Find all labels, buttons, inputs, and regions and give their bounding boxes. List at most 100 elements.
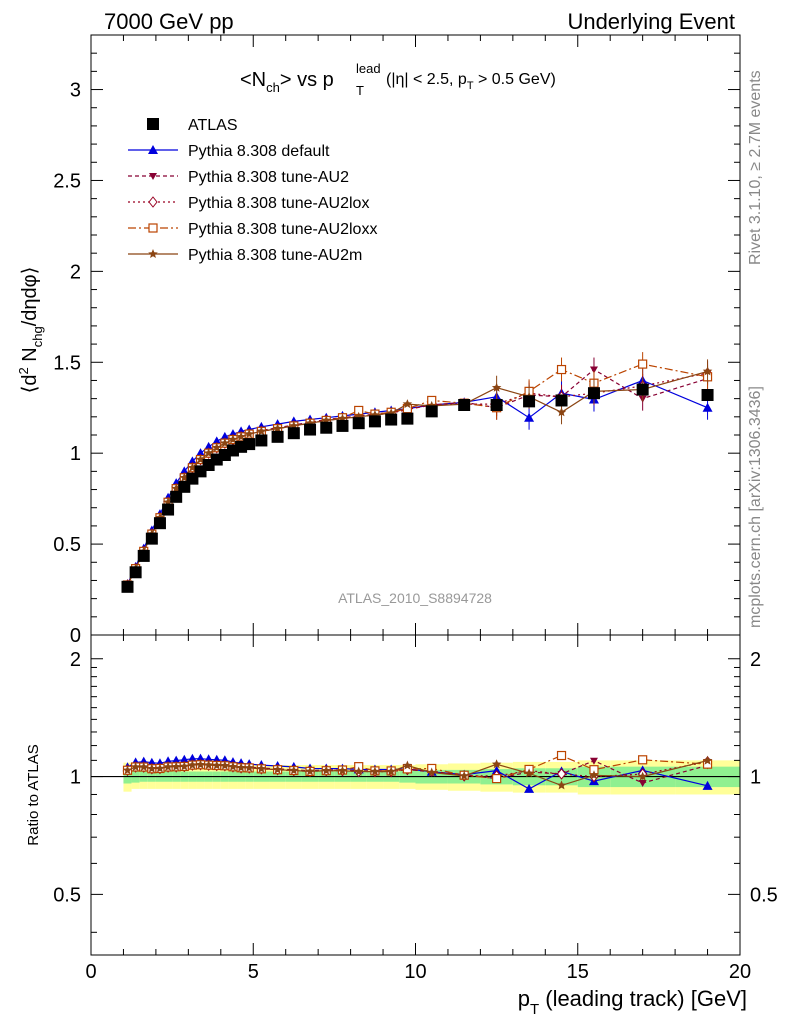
data-point [244,429,254,439]
ratio-y-axis-label: Ratio to ATLAS [25,744,42,845]
data-point [701,389,714,401]
ylabel-pre: ⟨d [19,374,41,393]
ratio-point [272,764,283,774]
legend-item-4: Pythia 8.308 tune-AU2loxx [128,221,377,238]
ratio-point [155,763,165,773]
plot-title: <Nch> vs p lead T (|η| < 2.5, pT > 0.5 G… [240,61,556,98]
ratio-point [305,766,315,776]
xlabel-post: (leading track) [GeV] [539,986,747,1011]
x-tick-label: 0 [85,961,96,983]
ratio-point [589,757,598,765]
data-point [336,419,349,432]
main-y-ticks: 0 0.5 1 1.5 2 2.5 3 [53,52,740,647]
data-point [195,448,206,458]
data-point [385,413,398,426]
ratio-point [370,766,380,776]
ratio-point [147,763,157,773]
ratio-point [179,754,190,764]
main-plot-panel: 0 0.5 1 1.5 2 2.5 3 ATLAS_2010_S8894728 [53,34,741,647]
ratio-point [244,762,254,772]
legend-marker [148,196,158,208]
ratio-point [195,759,206,769]
data-point [129,566,142,579]
plot-title-text: <Nch> vs p [240,69,334,95]
ylabel-mid: N [19,347,41,367]
ratio-y-ticks: 0.5 0.5 1 1 2 2 [53,649,778,933]
ratio-point [203,760,214,770]
series-2 [123,357,712,589]
legend-marker [147,118,159,130]
ratio-y-tick-label-right: 2 [750,649,761,671]
title-sub-t: T [356,83,364,98]
legend-label: ATLAS [188,117,238,134]
data-point [636,383,649,396]
ratio-point [228,761,238,771]
data-point [702,402,713,412]
data-point [402,399,413,409]
data-point [523,395,536,408]
ratio-point [459,770,469,780]
main-y-tick-label: 1.5 [53,352,81,374]
xlabel-sub: T [530,1001,539,1018]
data-point [587,387,600,400]
data-point [219,431,230,441]
legend-item-3: Pythia 8.308 tune-AU2lox [128,195,369,212]
ratio-point [139,762,149,772]
ratio-point [524,768,534,778]
data-point [121,580,134,593]
data-point [425,405,438,418]
series-0 [121,383,714,593]
data-point [555,394,568,407]
legend-item-5: Pythia 8.308 tune-AU2m [128,247,362,264]
x-ticks: 0 5 10 15 20 [85,35,751,983]
x-axis-label: pT (leading track) [GeV] [518,986,747,1018]
legend-label: Pythia 8.308 tune-AU2m [188,247,362,264]
ratio-point [556,750,567,761]
data-point [272,423,283,433]
ratio-point [589,770,599,780]
data-point [187,456,198,466]
xlabel-pre: p [518,986,530,1011]
title-cut-text: (|η| < 2.5, pT > 0.5 GeV) [386,71,556,92]
data-point [145,532,158,545]
main-y-tick-label: 2.5 [53,170,81,192]
ratio-point [524,783,535,793]
legend-marker [148,145,158,154]
ratio-point [386,766,396,776]
header-left: 7000 GeV pp [104,9,234,34]
ratio-point [556,768,567,780]
data-point [556,364,567,375]
data-point [352,417,365,430]
watermark: ATLAS_2010_S8894728 [338,590,492,606]
ratio-point [179,761,189,771]
legend-marker [148,249,158,258]
ratio-point [702,755,713,765]
ratio-point [220,760,230,770]
series-line [126,368,708,586]
data-point [287,427,300,440]
data-point [458,399,471,411]
main-y-tick-label: 0 [70,625,81,647]
x-tick-label: 5 [248,961,259,983]
ratio-point [354,766,364,776]
ratio-series-line [127,758,708,790]
data-point [589,366,598,374]
data-point [153,517,166,530]
title-part-1: <N [240,69,266,91]
ratio-point [212,760,222,770]
data-point [271,430,284,443]
data-point [368,415,381,428]
ratio-y-tick-label-right: 0.5 [750,884,778,906]
data-point [702,366,713,376]
series-line [126,370,708,586]
legend-item-1: Pythia 8.308 default [128,143,330,160]
ratio-point [637,771,648,781]
main-plot-marks [121,352,714,593]
legend-label: Pythia 8.308 tune-AU2loxx [188,221,377,238]
ratio-point [556,780,567,790]
ylabel-sub: chg [30,326,45,347]
data-point [491,382,502,392]
x-tick-label: 15 [567,961,589,983]
title-sub-ch: ch [266,80,280,95]
ratio-y-tick-label: 0.5 [53,884,81,906]
